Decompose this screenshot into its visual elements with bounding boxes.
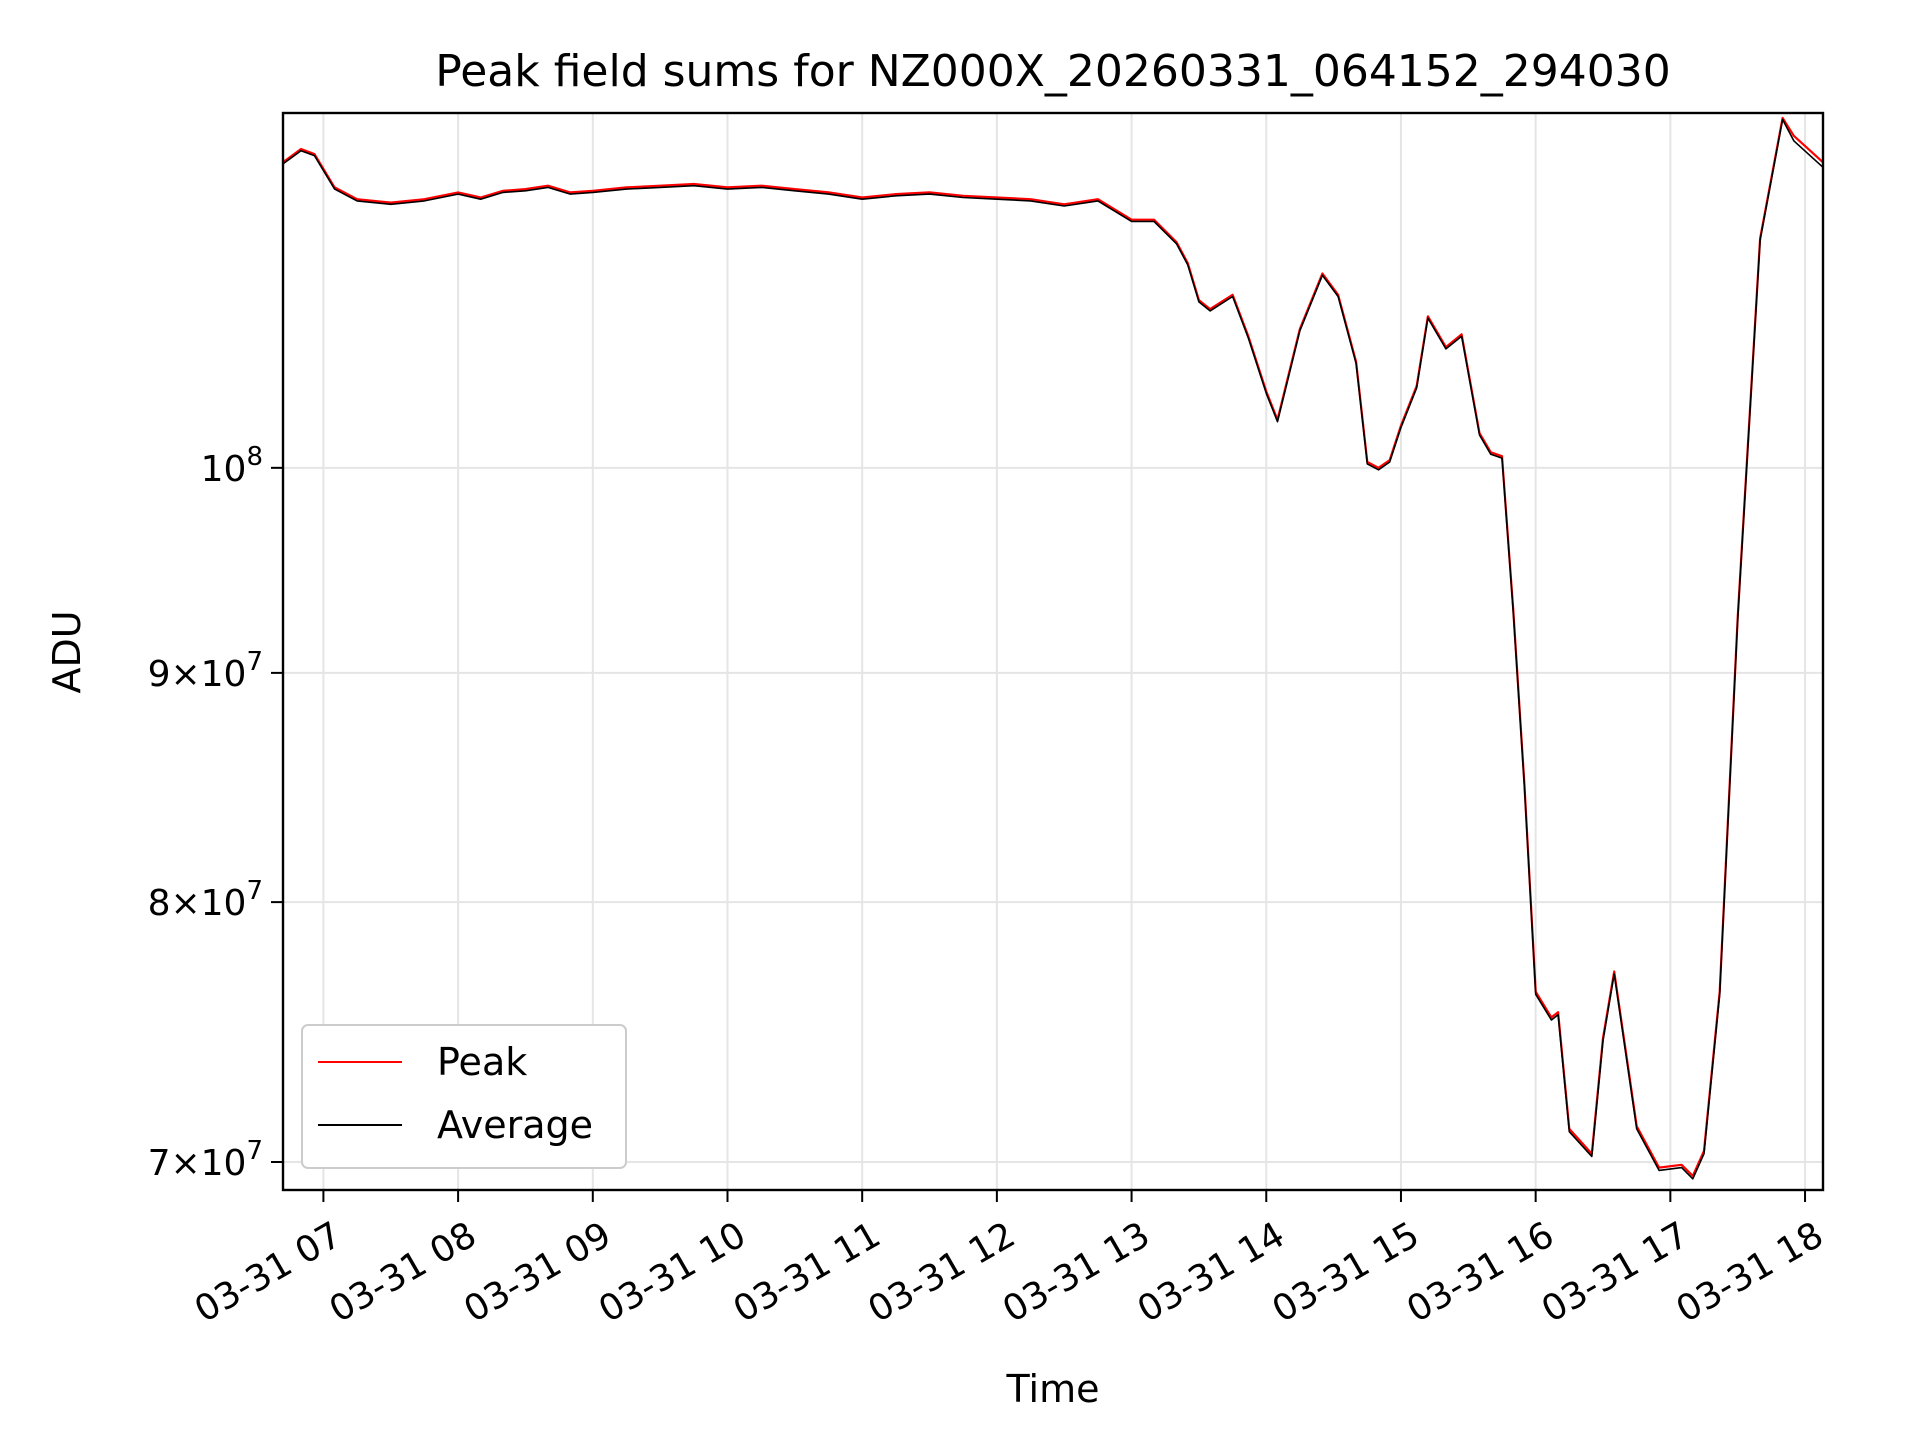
y-tick-exponent: 7	[246, 1136, 263, 1166]
legend-label-average: Average	[437, 1103, 593, 1147]
legend-label-peak: Peak	[437, 1040, 527, 1084]
x-axis-label: Time	[1006, 1367, 1100, 1411]
series-line-average	[282, 118, 1824, 1180]
y-tick-mantissa: 8	[148, 883, 171, 924]
y-axis-label: ADU	[45, 610, 89, 693]
y-tick-times: ×	[170, 1143, 200, 1184]
y-tick-base: 10	[201, 654, 247, 695]
y-tick-base: 10	[201, 449, 247, 490]
legend: Peak Average	[301, 1024, 627, 1169]
y-tick-exponent: 7	[246, 876, 263, 906]
y-tick-base: 10	[201, 1143, 247, 1184]
plot-frame	[281, 111, 1825, 1192]
y-tick-label: 8×107	[148, 876, 263, 924]
y-tick-exponent: 7	[246, 647, 263, 677]
y-tick-times: ×	[170, 883, 200, 924]
y-tick-times: ×	[170, 654, 200, 695]
y-tick-label: 108	[201, 442, 263, 490]
y-tick-base: 10	[201, 883, 247, 924]
chart-title: Peak field sums for NZ000X_20260331_0641…	[435, 46, 1671, 97]
y-tick-mantissa: 9	[148, 654, 171, 695]
y-tick-mantissa: 7	[148, 1143, 171, 1184]
series-layer	[282, 116, 1824, 1180]
grid	[283, 113, 1823, 1190]
y-tick-label: 9×107	[148, 647, 263, 695]
legend-box	[301, 1024, 627, 1169]
y-tick-exponent: 8	[246, 442, 263, 472]
y-tick-label: 7×107	[148, 1136, 263, 1184]
